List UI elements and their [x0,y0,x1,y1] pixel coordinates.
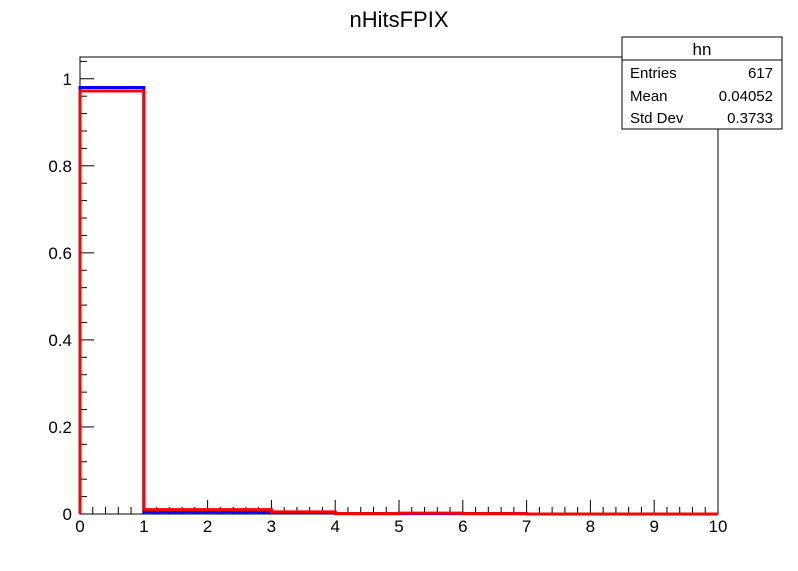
x-tick-label: 0 [75,517,84,536]
y-tick-label: 1 [63,70,72,89]
y-tick-label: 0.4 [48,331,72,350]
chart-title: nHitsFPIX [349,7,448,32]
histogram-series-2-line [78,89,718,516]
x-tick-label: 7 [522,517,531,536]
x-tick-label: 10 [709,517,728,536]
stats-box-title: hn [693,40,712,59]
stats-value-mean: 0.04052 [719,88,773,105]
histogram-series-1-line [78,85,718,516]
axis-ticks: 0 1 2 3 4 5 6 7 8 9 10 0 0.2 0.4 0.6 0.8 1 [48,60,728,536]
stats-label-std-dev: Std Dev [630,110,684,127]
x-tick-label: 5 [394,517,403,536]
x-tick-label: 3 [267,517,276,536]
y-tick-label: 0.6 [48,244,72,263]
stats-value-std-dev: 0.3733 [727,110,773,127]
x-tick-label: 1 [139,517,148,536]
y-tick-label: 0.8 [48,157,72,176]
x-tick-label: 6 [458,517,467,536]
stats-box-frame [621,36,783,130]
x-tick-label: 8 [586,517,595,536]
stats-box: hn Entries 617 Mean 0.04052 Std Dev 0.37… [621,36,783,130]
histogram-series [78,85,718,516]
x-tick-label: 9 [649,517,658,536]
x-tick-label: 2 [203,517,212,536]
stats-value-entries: 617 [748,65,773,82]
stats-label-mean: Mean [630,88,668,105]
y-tick-label: 0.2 [48,418,72,437]
x-tick-label: 4 [330,517,339,536]
y-tick-label: 0 [63,505,72,524]
stats-label-entries: Entries [630,65,677,82]
